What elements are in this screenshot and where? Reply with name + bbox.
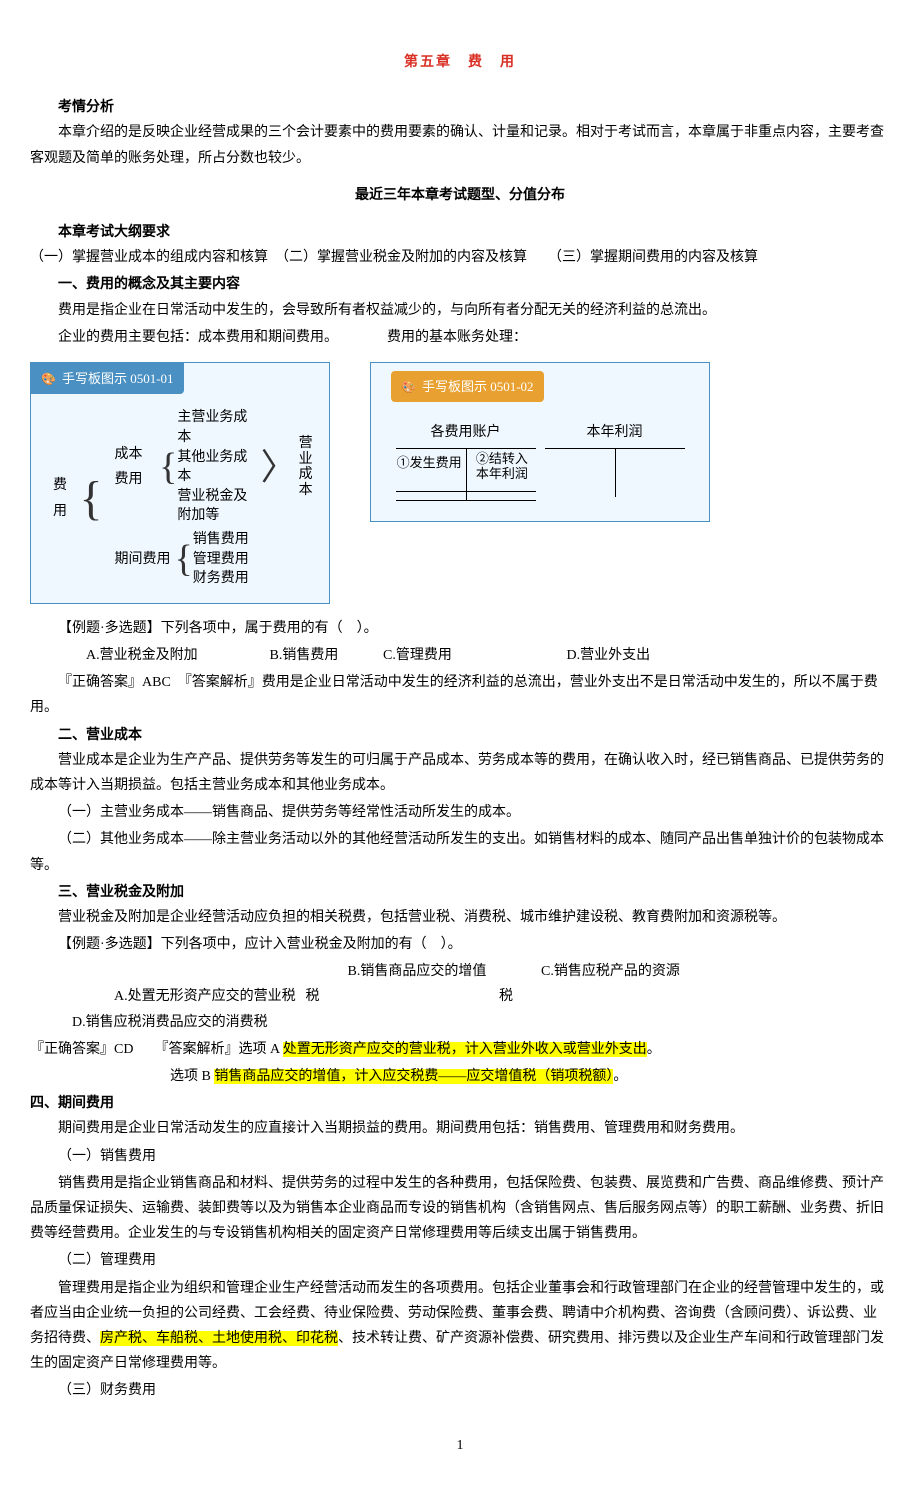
sec4-s3-head: （三）财务费用 (30, 1378, 890, 1403)
sec3-ans-line2-prefix: 选项 B (170, 1069, 214, 1084)
sec3-ex-stem: 【例题·多选题】下列各项中，应计入营业税金及附加的有（ ）。 (30, 932, 890, 957)
tree-b2-item: 财务费用 (193, 569, 249, 589)
tree-b2-item: 管理费用 (193, 550, 249, 570)
sec2-p2: （一）主营业务成本——销售商品、提供劳务等经常性活动所发生的成本。 (30, 800, 890, 825)
palette-icon (401, 375, 416, 399)
outline-items: （一）掌握营业成本的组成内容和核算 （二）掌握营业税金及附加的内容及核算 （三）… (30, 245, 890, 270)
brace-icon: { (79, 477, 102, 520)
sec1-heading: 一、费用的概念及其主要内容 (30, 272, 890, 297)
tree-diagram: 费用 { 成本费用 { 主营业务成本 其他业务成本 营业税金及附加等 〉 营业 … (31, 394, 329, 592)
t-col1-right: ②结转入 本年利润 (468, 449, 535, 489)
kaoqing-heading: 考情分析 (30, 95, 890, 120)
tree-b1: 成本费用 (110, 442, 159, 492)
diagram-right-header: 手写板图示 0501-02 (391, 371, 544, 403)
diagram-right-title: 手写板图示 0501-02 (422, 375, 534, 398)
ex1-opt-a: A.营业税金及附加 (58, 643, 238, 668)
sec3-ans-period2: 。 (613, 1069, 627, 1084)
ex1-opt-b: B.销售费用 (242, 643, 352, 668)
sec3-ans-prefix: 『正确答案』CD 『答案解析』选项 A (30, 1042, 283, 1057)
tree-b1-item: 其他业务成本 (177, 448, 258, 487)
sec3-answer-line1: 『正确答案』CD 『答案解析』选项 A 处置无形资产应交的营业税，计入营业外收入… (30, 1037, 890, 1062)
palette-icon (41, 367, 56, 391)
sec3-opt-b: B.销售商品应交的增值税 (306, 959, 496, 1009)
diagram-container: 手写板图示 0501-01 费用 { 成本费用 { 主营业务成本 其他业务成本 … (30, 362, 890, 604)
sec1-p1: 费用是指企业在日常活动中发生的，会导致所有者权益减少的，与向所有者分配无关的经济… (30, 298, 890, 323)
diagram-left-title: 手写板图示 0501-01 (62, 367, 174, 390)
brace-close-icon: 〉 (261, 451, 297, 483)
ex1-opt-c: C.管理费用 (355, 643, 535, 668)
brace-icon: { (174, 542, 192, 576)
sec2-heading: 二、营业成本 (30, 723, 890, 748)
sec3-p1: 营业税金及附加是企业经营活动应负担的相关税费，包括营业税、消费税、城市维护建设税… (30, 905, 890, 930)
ex1-opt-d: D.营业外支出 (539, 643, 651, 668)
sec3-opt-d: D.销售应税消费品应交的消费税 (30, 1010, 268, 1035)
sec3-heading: 三、营业税金及附加 (30, 880, 890, 905)
sec3-ans-hl2: 销售商品应交的增值，计入应交税费——应交增值税（销项税额） (214, 1069, 613, 1084)
sec2-p1: 营业成本是企业为生产产品、提供劳务等发生的可归属于产品成本、劳务成本等的费用，在… (30, 748, 890, 798)
tree-b1-item: 主营业务成本 (177, 408, 258, 447)
diagram-right: 手写板图示 0501-02 各费用账户 ①发生费用 ②结转入 本年利润 本年利润 (370, 362, 710, 522)
t-col1-left: ①发生费用 (396, 449, 463, 489)
outline-heading: 本章考试大纲要求 (30, 220, 890, 245)
kaoqing-text: 本章介绍的是反映企业经营成果的三个会计要素中的费用要素的确认、计量和记录。相对于… (30, 120, 890, 170)
sec3-ans-hl1: 处置无形资产应交的营业税，计入营业外收入或营业外支出 (283, 1042, 647, 1057)
sec4-s2-text: 管理费用是指企业为组织和管理企业生产经营活动而发生的各项费用。包括企业董事会和行… (30, 1276, 890, 1377)
sec4-s1-text: 销售费用是指企业销售商品和材料、提供劳务的过程中发生的各种费用，包括保险费、包装… (30, 1171, 890, 1247)
sec3-opt-a: A.处置无形资产应交的营业税 (72, 984, 302, 1009)
sec4-p1: 期间费用是企业日常活动发生的应直接计入当期损益的费用。期间费用包括：销售费用、管… (30, 1116, 890, 1141)
ex1-options: A.营业税金及附加 B.销售费用 C.管理费用 D.营业外支出 (30, 643, 890, 668)
brace-icon: { (159, 450, 177, 484)
score-dist-title: 最近三年本章考试题型、分值分布 (30, 183, 890, 208)
sec3-opt-c: C.销售应税产品的资源税 (499, 959, 689, 1009)
ex1-answer: 『正确答案』ABC 『答案解析』费用是企业日常活动中发生的经济利益的总流出，营业… (30, 670, 890, 720)
t-divider (615, 449, 617, 497)
tree-b2-item: 销售费用 (193, 530, 249, 550)
tree-root: 费用 (49, 473, 79, 523)
ex1-stem: 【例题·多选题】下列各项中，属于费用的有（ ）。 (30, 616, 890, 641)
sec3-ans-period1: 。 (647, 1042, 661, 1057)
tree-b1-item: 营业税金及附加等 (177, 487, 258, 526)
sec4-heading: 四、期间费用 (30, 1091, 890, 1116)
sec2-p3: （二）其他业务成本——除主营业务活动以外的其他经营活动所发生的支出。如销售材料的… (30, 827, 890, 877)
chapter-title: 第五章 费 用 (30, 50, 890, 75)
sec4-s2-hl: 房产税、车船税、土地使用税、印花税 (100, 1331, 338, 1346)
t-col1-head: 各费用账户 (396, 420, 536, 448)
diagram-left: 手写板图示 0501-01 费用 { 成本费用 { 主营业务成本 其他业务成本 … (30, 362, 330, 604)
tree-b1-right: 营业 成本 (299, 436, 319, 498)
tree-b2: 期间费用 (110, 547, 174, 572)
sec3-answer-line2: 选项 B 销售商品应交的增值，计入应交税费——应交增值税（销项税额）。 (30, 1064, 890, 1089)
sec1-p2: 企业的费用主要包括：成本费用和期间费用。 费用的基本账务处理： (30, 325, 890, 350)
t-col2-head: 本年利润 (545, 420, 685, 448)
page-number: 1 (30, 1433, 890, 1458)
sec3-options: A.处置无形资产应交的营业税 B.销售商品应交的增值税 C.销售应税产品的资源税… (30, 959, 890, 1035)
t-account: 各费用账户 ①发生费用 ②结转入 本年利润 本年利润 (371, 402, 709, 510)
sec4-s1-head: （一）销售费用 (30, 1144, 890, 1169)
sec4-s2-head: （二）管理费用 (30, 1248, 890, 1273)
diagram-left-header: 手写板图示 0501-01 (31, 363, 184, 395)
